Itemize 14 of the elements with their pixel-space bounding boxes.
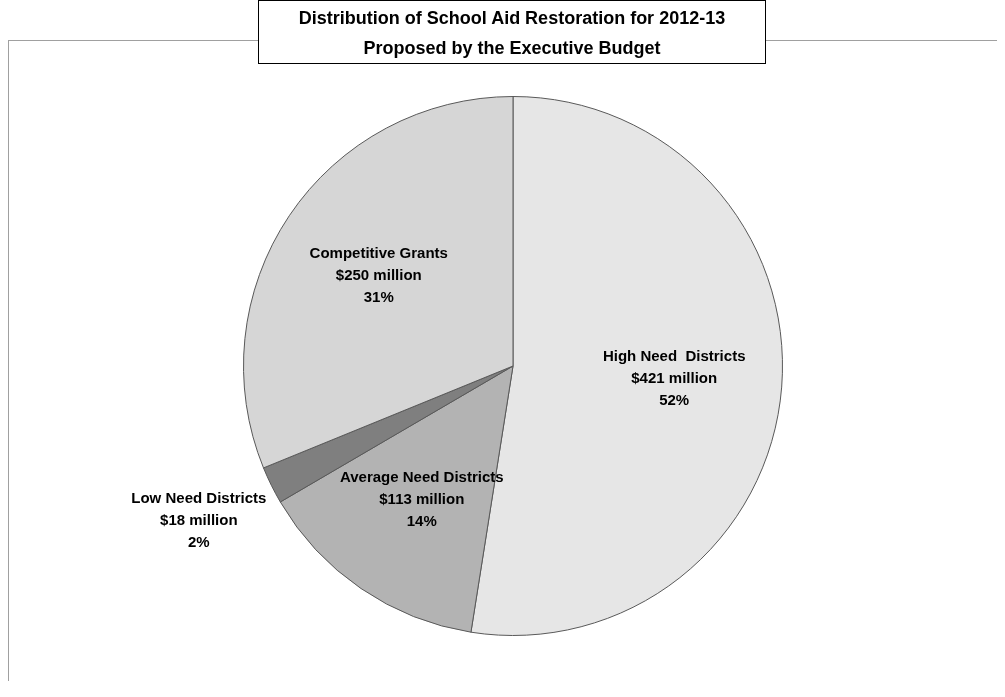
chart-subtitle: Proposed by the Executive Budget: [362, 37, 662, 60]
data-label: $113 million: [379, 489, 465, 507]
data-label: $421 million: [631, 368, 718, 386]
slice-label: Average Need Districts: [339, 467, 504, 485]
data-label: $250 million: [335, 265, 422, 283]
text: 2%: [187, 533, 210, 551]
text: 14%: [406, 511, 437, 529]
text: 31%: [363, 287, 394, 305]
slice-label: High Need Districts: [602, 346, 746, 364]
data-label: $18 million: [160, 511, 238, 529]
chart-title: Distribution of School Aid Restoration for 2012-13: [297, 7, 727, 30]
text: 52%: [659, 390, 690, 408]
slice-label: Low Need Districts: [131, 489, 267, 507]
slice-label: Competitive Grants: [309, 243, 448, 261]
